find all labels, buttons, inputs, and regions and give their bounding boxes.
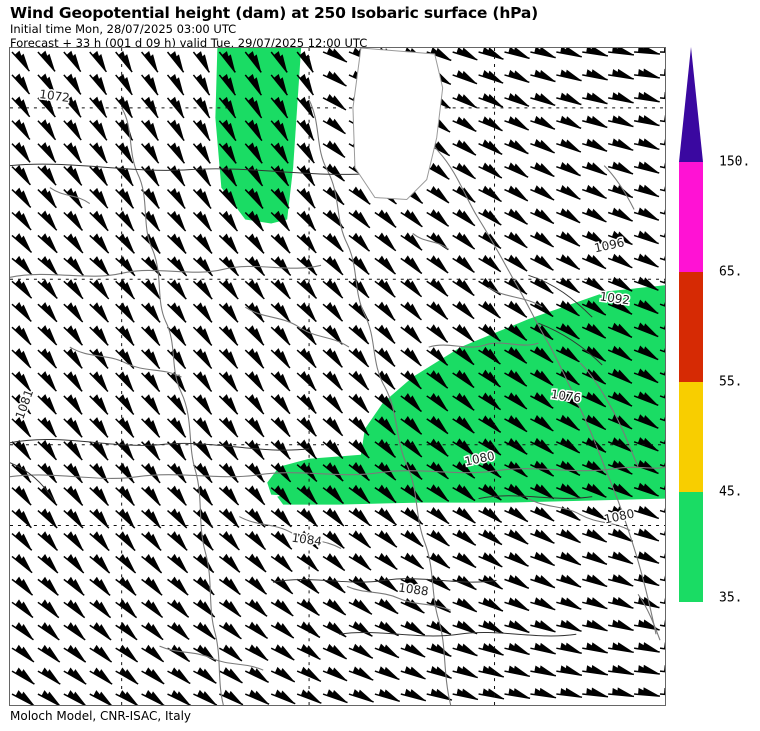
contour-label: 1072 [38,87,70,105]
masked-region-outline [352,48,444,201]
colorbar-tick-150: 150. [719,154,751,170]
initial-time-label: Initial time Mon, 28/07/2025 03:00 UTC [10,22,237,36]
forecast-validity-label: Forecast + 33 h (001 d 09 h) valid Tue, … [10,35,368,50]
model-credit: Moloch Model, CNR-ISAC, Italy [10,709,192,723]
colorbar-tick-65: 65. [719,264,743,280]
page-title: Wind Geopotential height (dam) at 250 Is… [10,4,539,22]
colorbar-segment-65[interactable] [679,162,703,272]
colorbar-segment-150 [679,47,703,162]
graticule [10,48,665,705]
colorbar-segment-45[interactable] [679,382,703,492]
colorbar-segment-35[interactable] [679,492,703,602]
colorbar-tick-45: 45. [719,484,743,500]
colorbar-segment-55[interactable] [679,272,703,382]
geopotential-contours [10,163,603,637]
contour-label: 1084 [291,531,323,549]
colorbar-extend-arrow [679,47,703,162]
colorbar[interactable]: 150. 65. 55. 45. 35. [679,47,757,657]
colorbar-tick-35: 35. [719,590,743,606]
contour-label: 1088 [397,580,429,598]
contour-label: 1080 [603,506,636,526]
map-canvas[interactable]: 1096 1092 1076 1080 1084 1088 1080 1081 1072 [9,47,666,706]
contour-label: 1076 [550,387,582,405]
masked-region [352,48,443,200]
contour-label: 1092 [599,289,631,307]
colorbar-tick-55: 55. [719,374,743,390]
header: Wind Geopotential height (dam) at 250 Is… [10,4,630,50]
